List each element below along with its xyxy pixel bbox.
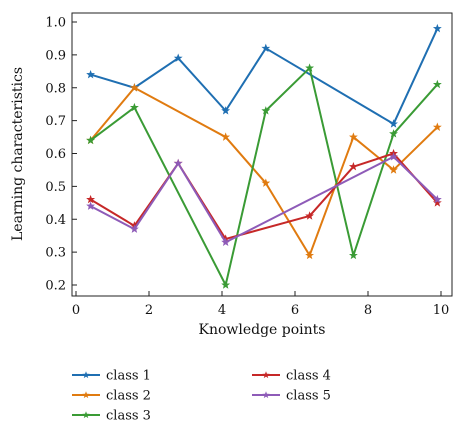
data-point-class-1 (173, 53, 183, 62)
data-point-class-1 (86, 69, 96, 79)
data-point-class-5 (129, 224, 139, 233)
data-point-class-4 (432, 198, 442, 207)
data-point-class-3 (389, 129, 398, 138)
series-class-4 (86, 148, 442, 243)
data-point-class-2 (129, 83, 139, 92)
data-point-class-5 (432, 194, 442, 204)
y-tick-label: 0.4 (45, 213, 66, 228)
legend-label: class 1 (106, 369, 151, 384)
data-point-class-3 (305, 63, 315, 72)
y-tick-label: 0.2 (45, 279, 66, 294)
x-tick-label: 10 (433, 303, 450, 318)
data-point-class-3 (221, 280, 231, 289)
data-point-class-4 (305, 211, 315, 220)
legend-item: class 4 (252, 369, 331, 384)
y-axis-title: Learning characteristics (10, 67, 26, 241)
data-point-class-3 (261, 106, 271, 115)
data-point-class-2 (348, 132, 358, 141)
data-point-class-5 (173, 158, 183, 168)
x-axis-title: Knowledge points (198, 322, 325, 338)
data-point-class-4 (348, 161, 358, 171)
y-tick-label: 0.8 (45, 81, 66, 96)
data-point-class-2 (432, 122, 442, 131)
legend-label: class 2 (106, 389, 151, 404)
data-point-class-2 (261, 178, 271, 187)
data-point-class-3 (348, 250, 358, 260)
legend-item: class 5 (252, 389, 331, 404)
series-class-5 (86, 152, 442, 247)
plot-frame (71, 12, 453, 297)
legend-marker (262, 371, 270, 379)
series-line-class-5 (90, 155, 439, 244)
y-tick-label: 0.9 (45, 48, 66, 63)
data-point-class-3 (86, 135, 96, 145)
legend-marker (82, 391, 90, 399)
data-point-class-1 (261, 43, 271, 53)
series-class-3 (86, 63, 442, 289)
legend-item: class 2 (72, 389, 151, 404)
y-tick-label: 1.0 (45, 16, 66, 31)
x-tick-label: 0 (72, 303, 80, 318)
legend-label: class 3 (106, 409, 151, 424)
series-line-class-3 (89, 67, 439, 286)
data-point-class-5 (389, 152, 398, 161)
series-layer (86, 23, 442, 289)
legend-marker (262, 391, 270, 399)
x-tick-label: 4 (218, 303, 226, 318)
x-tick-label: 2 (145, 303, 153, 318)
data-point-class-2 (389, 165, 398, 174)
legend-marker (82, 371, 90, 379)
series-line-class-2 (89, 86, 439, 257)
data-point-class-2 (221, 132, 231, 141)
legend-label: class 5 (286, 389, 331, 404)
axis-ticks: 0 2 4 6 8 10 0.2 0.3 0.4 0.5 0.6 0.7 0.8 0.9 1.0 (45, 16, 449, 319)
legend-label: class 4 (286, 369, 331, 384)
data-point-class-1 (221, 106, 231, 115)
data-point-class-4 (86, 194, 96, 204)
x-tick-label: 6 (291, 303, 299, 318)
data-point-class-2 (305, 250, 315, 260)
legend-item: class 1 (72, 369, 151, 384)
legend-item: class 3 (72, 409, 151, 424)
x-tick-label: 8 (364, 303, 372, 318)
data-point-class-5 (86, 201, 96, 210)
legend: class 1 class 2 class 3 class 4 class 5 (72, 369, 331, 424)
y-tick-label: 0.3 (45, 246, 66, 261)
series-line-class-4 (90, 152, 439, 240)
data-point-class-3 (432, 79, 442, 89)
y-tick-label: 0.5 (45, 180, 66, 195)
y-tick-label: 0.6 (45, 147, 66, 162)
data-point-class-1 (389, 119, 398, 128)
data-point-class-1 (432, 23, 442, 33)
data-point-class-3 (129, 102, 139, 112)
data-point-class-5 (221, 237, 231, 247)
y-tick-label: 0.7 (45, 114, 66, 129)
legend-marker (82, 411, 90, 419)
